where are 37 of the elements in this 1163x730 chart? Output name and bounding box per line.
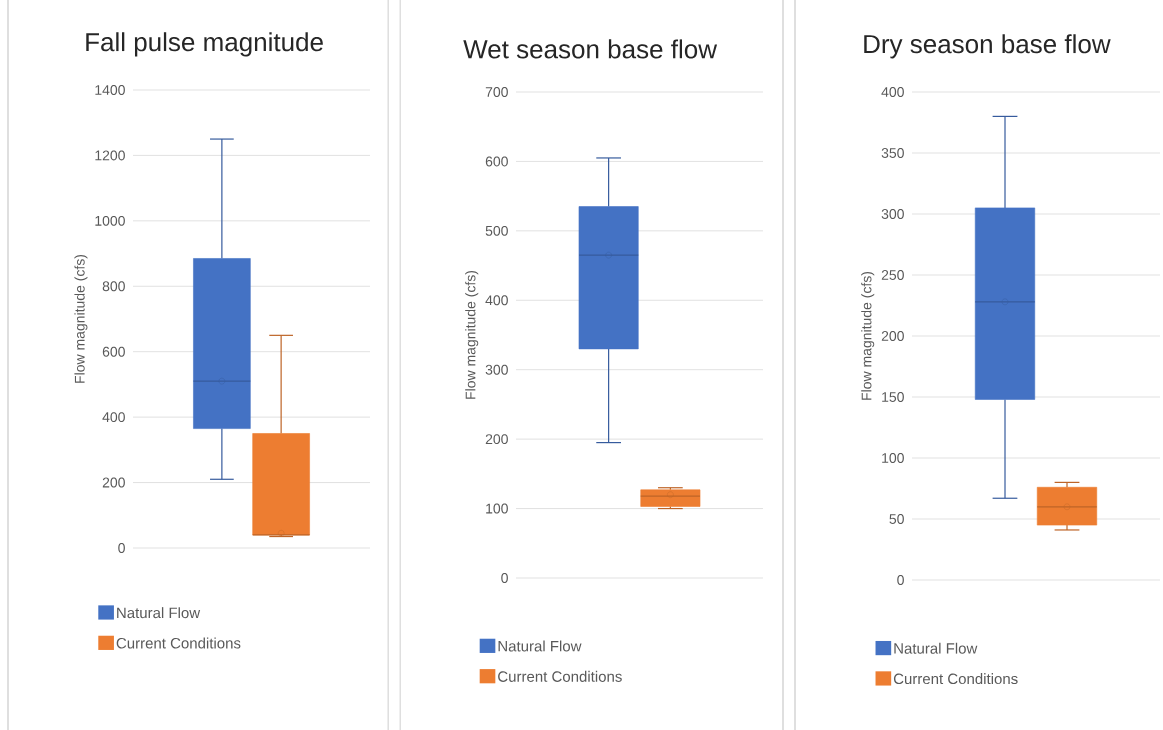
y-tick-label: 800	[102, 281, 125, 292]
y-tick-label: 600	[485, 156, 508, 167]
legend-label: Current Conditions	[893, 673, 1018, 685]
y-tick-label: 0	[501, 573, 508, 583]
y-tick-label: 600	[102, 346, 125, 357]
legend-label: Natural Flow	[498, 640, 582, 652]
y-tick-label: 400	[485, 295, 508, 306]
chart-title: Dry season base flow	[864, 34, 1111, 59]
y-tick-label: 200	[102, 477, 125, 488]
chart-title: Wet season base flow	[463, 39, 718, 59]
y-tick-label: 400	[102, 412, 125, 423]
legend-label: Current Conditions	[116, 637, 241, 649]
y-axis-title: Flow magnitude (cfs)	[861, 271, 875, 400]
y-tick-label: 100	[882, 453, 904, 463]
y-tick-label: 200	[485, 434, 508, 445]
legend-label: Natural Flow	[117, 607, 201, 619]
y-tick-label: 100	[486, 503, 508, 514]
y-tick-label: 150	[882, 392, 904, 402]
y-tick-label: 0	[897, 575, 904, 585]
y-tick-label: 500	[485, 225, 508, 236]
y-tick-label: 700	[485, 87, 508, 97]
y-tick-label: 300	[881, 209, 904, 219]
legend-label: Current Conditions	[498, 670, 622, 682]
y-tick-label: 350	[881, 148, 904, 158]
y-axis-title: Flow magnitude (cfs)	[74, 254, 88, 383]
y-tick-label: 400	[881, 87, 904, 97]
y-tick-label: 200	[881, 331, 904, 341]
chart-title: Fall pulse magnitude	[86, 32, 323, 57]
y-tick-label: 1200	[95, 150, 125, 161]
y-tick-label: 1000	[95, 215, 125, 226]
legend-label: Natural Flow	[894, 642, 978, 654]
y-tick-label: 0	[118, 543, 125, 553]
y-tick-label: 250	[881, 270, 904, 280]
y-tick-label: 300	[485, 364, 508, 375]
y-tick-label: 1400	[95, 85, 125, 95]
y-tick-label: 50	[889, 514, 904, 524]
y-axis-title: Flow magnitude (cfs)	[465, 270, 479, 399]
